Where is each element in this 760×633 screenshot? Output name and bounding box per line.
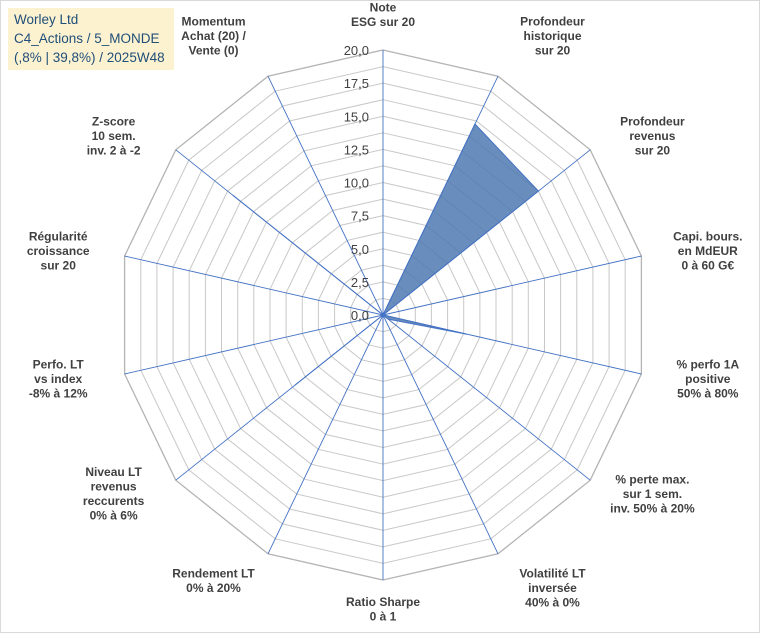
radar-category-label-line: Perfo. LT [33, 357, 85, 371]
radar-category-label: Profondeur historique sur 20 [520, 14, 585, 57]
radar-tick-label: 2,5 [351, 275, 369, 290]
radar-category-label-line: Niveau LT [85, 465, 142, 479]
radar-tick-label: 7,5 [351, 209, 369, 224]
radar-category-label-line: sur 1 sem. [623, 487, 682, 501]
radar-category-label-line: vs index [34, 372, 82, 386]
radar-category-label: Momentum Achat (20) / Vente (0) [181, 14, 246, 57]
radar-spoke [267, 314, 384, 554]
radar-category-label-line: croissance [27, 244, 90, 258]
radar-category-label-line: % perte max. [615, 472, 689, 486]
title-line-range: (,8% | 39,8%) / 2025W48 [14, 50, 165, 65]
radar-tick-label: 15,0 [344, 109, 369, 124]
radar-category-label-line: 40% à 0% [525, 596, 580, 610]
radar-category-label-line: Z-score [92, 115, 136, 129]
radar-category-label: Profondeur revenus sur 20 [620, 115, 685, 158]
radar-category-label-line: Momentum [182, 14, 246, 28]
radar-category-label: % perte max. sur 1 sem. inv. 50% à 20% [610, 472, 695, 515]
radar-category-label-line: revenus [629, 129, 675, 143]
radar-category-label-line: 0 à 1 [370, 610, 397, 624]
radar-category-label-line: Ratio Sharpe [346, 595, 420, 609]
radar-category-label: Ratio Sharpe 0 à 1 [346, 595, 420, 624]
radar-category-label: Note ESG sur 20 [351, 1, 415, 30]
radar-category-label-line: Régularité [29, 230, 88, 244]
radar-category-label-line: 0% à 20% [186, 581, 241, 595]
radar-tick-labels: 0,0 2,5 5,0 7,5 10,0 12,5 15,0 17,5 20,0 [344, 43, 369, 323]
radar-category-label: Volatilité LT inversée 40% à 0% [519, 567, 586, 610]
radar-category-label-line: % perfo 1A [676, 357, 739, 371]
radar-category-label-line: Volatilité LT [519, 567, 586, 581]
radar-tick-label: 10,0 [344, 176, 369, 191]
radar-category-label-line: inv. 2 à -2 [87, 144, 141, 158]
radar-category-label-line: Profondeur [520, 14, 585, 28]
radar-category-label-line: ESG sur 20 [351, 15, 415, 29]
radar-category-label: Régularité croissance sur 20 [27, 230, 90, 273]
radar-tick-label: 17,5 [344, 76, 369, 91]
radar-category-label: Perfo. LT vs index -8% à 12% [29, 357, 88, 400]
radar-category-label-line: 0% à 6% [90, 509, 138, 523]
radar-spoke [382, 314, 499, 554]
radar-category-label: Capi. bours. en MdEUR 0 à 60 G€ [673, 230, 742, 273]
radar-category-label-line: reccurents [83, 494, 145, 508]
radar-category-label-line: inversée [528, 581, 577, 595]
radar-category-label-line: Vente (0) [188, 43, 238, 57]
radar-category-label-line: en MdEUR [678, 244, 738, 258]
radar-category-label-line: 50% à 80% [677, 386, 739, 400]
radar-category-label-line: revenus [91, 480, 137, 494]
radar-category-label-line: sur 20 [635, 144, 671, 158]
radar-tick-label: 12,5 [344, 142, 369, 157]
radar-category-label-line: Achat (20) / [181, 29, 246, 43]
radar-category-labels: Note ESG sur 20 Profondeur historique sur 20… [27, 1, 743, 624]
radar-category-label-line: -8% à 12% [29, 386, 88, 400]
radar-tick-label: 20,0 [344, 43, 369, 58]
radar-spoke [382, 314, 591, 481]
radar-spoke [124, 314, 384, 375]
radar-category-label: Rendement LT 0% à 20% [172, 567, 255, 596]
radar-spoke [267, 76, 384, 316]
radar-category-label: % perfo 1A positive 50% à 80% [676, 357, 739, 400]
radar-tick-label: 5,0 [351, 242, 369, 257]
radar-spoke [124, 255, 384, 316]
radar-category-label-line: Capi. bours. [673, 230, 742, 244]
title-line-category: C4_Actions / 5_MONDE [14, 31, 160, 46]
radar-category-label-line: 10 sem. [92, 129, 136, 143]
radar-category-label-line: sur 20 [535, 43, 571, 57]
radar-category-label-line: sur 20 [41, 259, 77, 273]
radar-category-label-line: positive [685, 372, 731, 386]
title-line-company: Worley Ltd [14, 12, 79, 27]
radar-category-label-line: inv. 50% à 20% [610, 501, 695, 515]
radar-series [232, 123, 540, 386]
radar-category-label-line: Rendement LT [172, 567, 255, 581]
radar-tick-label: 0,0 [351, 308, 369, 323]
radar-category-label-line: 0 à 60 G€ [681, 259, 734, 273]
radar-spoke [382, 255, 642, 316]
radar-category-label-line: Profondeur [620, 115, 685, 129]
radar-category-label-line: historique [523, 29, 581, 43]
radar-category-label: Niveau LT revenus reccurents 0% à 6% [83, 465, 145, 523]
radar-category-label-line: Note [370, 1, 397, 15]
radar-category-label: Z-score 10 sem. inv. 2 à -2 [87, 115, 141, 158]
radar-series-area [232, 123, 540, 386]
title-box: Worley Ltd C4_Actions / 5_MONDE (,8% | 3… [8, 8, 174, 70]
